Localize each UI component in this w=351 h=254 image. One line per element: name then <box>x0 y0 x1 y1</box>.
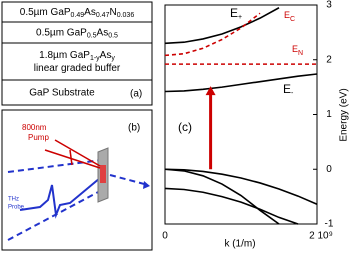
y-tick-label: -1 <box>325 219 334 230</box>
label-sub: N <box>298 50 303 57</box>
band-curve <box>164 73 318 93</box>
layer-text: 1.8µm GaP1-yAsy <box>39 50 115 63</box>
subscript: 0.47 <box>96 12 110 19</box>
layer-text: linear graded buffer <box>34 63 121 74</box>
band-curve <box>164 168 280 225</box>
label-sub: C <box>290 16 295 23</box>
band-label: EC <box>284 10 295 23</box>
label-sub: - <box>291 90 294 97</box>
label-text: E <box>283 82 291 96</box>
text-run: GaP Substrate <box>29 87 95 98</box>
text-run: As <box>84 7 96 18</box>
pump-beam <box>44 149 101 169</box>
pump-beam <box>54 139 101 167</box>
x-tick-label: 2 10⁹ <box>309 231 333 242</box>
panel-label: (b) <box>128 123 140 134</box>
band-label: E- <box>283 82 294 97</box>
subscript: y <box>111 55 115 62</box>
subscript: 0.036 <box>117 12 135 19</box>
y-tick-label: 1 <box>326 109 332 120</box>
label-sub: + <box>238 14 242 21</box>
probe-label: THz <box>8 197 19 203</box>
text-run: N <box>109 7 116 18</box>
text-run: 1.8µm GaP <box>39 50 90 61</box>
pump-label: Pump <box>28 133 49 142</box>
layer-text: 0.5µm GaP0.5As0.5 <box>36 27 118 40</box>
plot-frame <box>164 4 318 225</box>
label-text: E <box>292 44 298 54</box>
band-curve <box>164 7 280 45</box>
probe-label: Probe <box>8 205 25 211</box>
arrow-head <box>205 86 216 96</box>
subscript: 0.5 <box>108 33 118 40</box>
pump-label: 800nm <box>22 123 47 132</box>
layer-text: GaP Substrate <box>29 87 95 98</box>
pump-beam <box>69 149 73 166</box>
y-tick-label: 2 <box>326 54 332 65</box>
x-axis-label: k (1/m) <box>224 239 255 250</box>
text-run: linear graded buffer <box>34 63 121 74</box>
y-axis-label: Energy (eV) <box>339 88 350 141</box>
text-run: 0.5µm GaP <box>36 27 87 38</box>
panel-a-frame <box>1 1 153 106</box>
band-curve <box>164 12 261 57</box>
label-text: E <box>284 10 290 20</box>
band-label: E+ <box>230 6 242 21</box>
text-run: As <box>100 50 112 61</box>
x-tick-label: 0 <box>162 231 168 242</box>
setup-diagram: 800nm Pump THz Probe <box>7 123 150 241</box>
subscript: 0.49 <box>71 12 85 19</box>
text-run: 0.5µm GaP <box>20 7 71 18</box>
band-label: EN <box>292 44 303 57</box>
y-tick-label: 3 <box>326 0 332 11</box>
band-curve <box>164 168 318 206</box>
label-text: E <box>230 6 238 20</box>
subscript: 0.5 <box>87 33 97 40</box>
probe-beam <box>7 159 103 173</box>
layer-text: 0.5µm GaP0.49As0.47N0.036 <box>20 7 135 20</box>
probe-beam <box>109 174 149 186</box>
subscript: 1-y <box>90 55 100 62</box>
panel-label: (a) <box>130 89 142 100</box>
arrow-head <box>143 181 150 189</box>
text-run: As <box>97 27 109 38</box>
band-curve <box>164 187 299 225</box>
panel-label: (c) <box>178 120 192 134</box>
thz-waveform <box>19 177 101 219</box>
pump-spot <box>100 165 106 183</box>
panel-b-frame <box>1 109 153 251</box>
y-tick-label: 0 <box>326 164 332 175</box>
